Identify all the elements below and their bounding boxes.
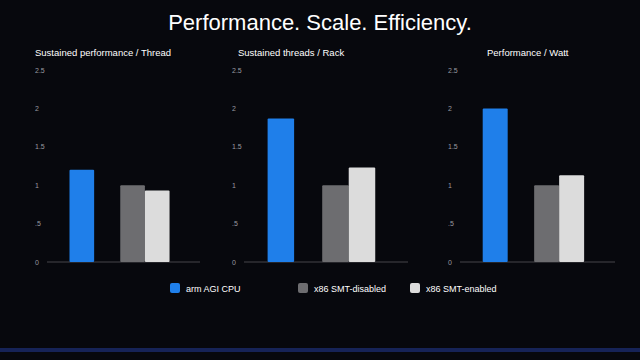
y-tick-label: 2.5 <box>232 67 242 74</box>
stage-lights <box>0 348 640 352</box>
chart-panel: Sustained threads / Rack 0 .5 1 1.5 2 2.5 <box>232 47 408 266</box>
bar <box>70 170 95 262</box>
y-tick-label: .5 <box>448 220 454 227</box>
bars <box>70 170 170 262</box>
y-tick-label: 0 <box>232 259 236 266</box>
legend-swatch <box>410 283 420 293</box>
chart-title: Sustained threads / Rack <box>238 47 344 58</box>
slide: Performance. Scale. Efficiency. Sustained… <box>0 0 640 360</box>
y-tick-label: 1 <box>35 182 39 189</box>
legend: arm AGI CPU x86 SMT-disabled x86 SMT-enabl… <box>170 283 497 294</box>
y-tick-label: .5 <box>232 220 238 227</box>
slide-title: Performance. Scale. Efficiency. <box>168 10 472 35</box>
chart-panel: Performance / Watt 0 .5 1 1.5 2 2.5 <box>448 47 615 266</box>
y-tick-label: 2 <box>35 105 39 112</box>
bars <box>483 108 584 262</box>
y-tick-label: 1 <box>448 182 452 189</box>
y-tick-label: 1.5 <box>35 143 45 150</box>
y-tick-label: 0 <box>35 259 39 266</box>
y-tick-label: .5 <box>35 220 41 227</box>
y-tick-label: 2.5 <box>35 67 45 74</box>
bar <box>268 118 295 262</box>
y-tick-label: 2 <box>232 105 236 112</box>
y-tick-label: 2.5 <box>448 67 458 74</box>
bar <box>483 108 508 262</box>
background <box>0 0 640 360</box>
bar <box>120 185 145 262</box>
legend-swatch <box>298 283 308 293</box>
legend-label: x86 SMT-disabled <box>314 284 386 294</box>
bar <box>559 175 584 262</box>
legend-label: x86 SMT-enabled <box>426 284 497 294</box>
chart-title: Sustained performance / Thread <box>35 47 171 58</box>
y-tick-label: 1.5 <box>232 143 242 150</box>
bar <box>534 185 559 262</box>
bar <box>349 168 376 262</box>
y-tick-label: 1.5 <box>448 143 458 150</box>
legend-label: arm AGI CPU <box>186 284 241 294</box>
stage-edge <box>0 348 640 352</box>
legend-swatch <box>170 283 180 293</box>
bar <box>322 185 349 262</box>
y-tick-label: 2 <box>448 105 452 112</box>
chart-panel: Sustained performance / Thread 0 .5 1 1.5 2 2.… <box>35 47 200 266</box>
y-tick-label: 1 <box>232 182 236 189</box>
y-tick-label: 0 <box>448 259 452 266</box>
chart-title: Performance / Watt <box>487 47 569 58</box>
bar <box>145 191 170 262</box>
bars <box>268 118 376 262</box>
